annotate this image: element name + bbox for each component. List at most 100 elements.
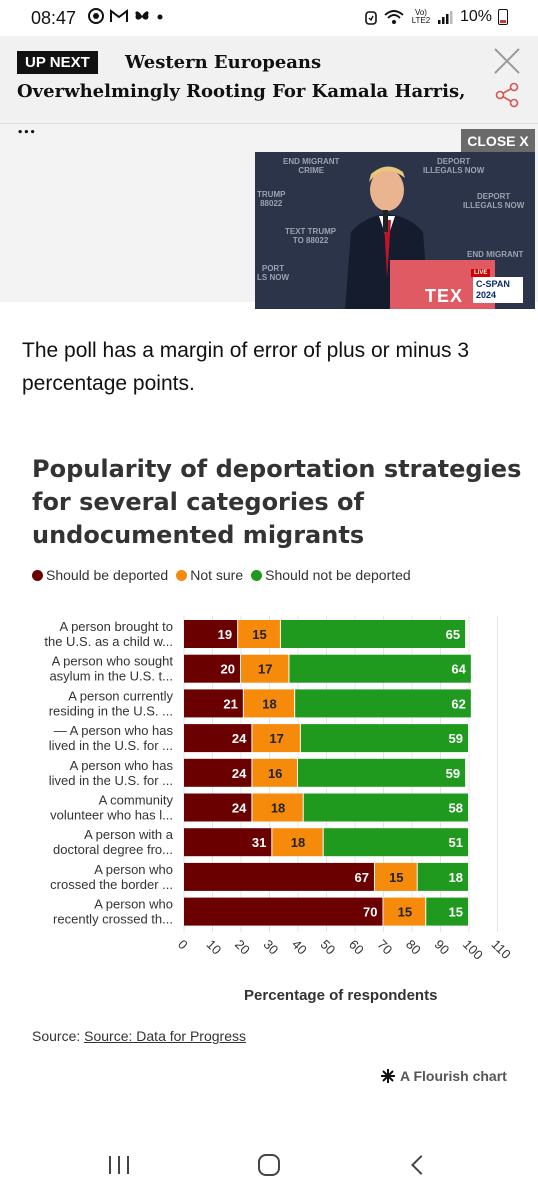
legend-item-deported[interactable]: Should be deported — [32, 567, 168, 583]
recent-apps-icon[interactable] — [109, 1156, 131, 1174]
bar-segment[interactable] — [184, 828, 272, 857]
up-next-title[interactable]: Western Europeans Overwhelmingly Rooting… — [17, 52, 466, 102]
system-icons: Vo) LTE2 10% — [364, 8, 508, 26]
bar-segment[interactable] — [298, 758, 466, 787]
category-label: A person who — [94, 897, 173, 912]
bar-value-label: 24 — [232, 731, 247, 746]
up-next-banner[interactable]: Western Europeans Overwhelmingly Rooting… — [0, 36, 538, 124]
x-tick-label: 40 — [289, 937, 310, 958]
video-backdrop: PORT LS NOW — [257, 264, 289, 282]
x-tick-label: 30 — [261, 937, 282, 958]
bar-segment[interactable] — [184, 689, 243, 718]
legend-label: Not sure — [190, 567, 244, 583]
bar-value-label: 20 — [221, 662, 235, 677]
x-tick-label: 10 — [204, 937, 225, 958]
video-backdrop: DEPORT ILLEGALS NOW — [463, 192, 525, 210]
source-prefix: Source: — [32, 1028, 85, 1044]
bar-value-label: 19 — [218, 627, 232, 642]
bar-segment[interactable] — [289, 654, 471, 683]
bar-segment[interactable] — [303, 793, 468, 822]
bar-value-label: 24 — [232, 766, 247, 781]
bar-value-label: 51 — [449, 835, 463, 850]
network-label: Vo) LTE2 — [411, 8, 431, 25]
bar-segment[interactable] — [252, 793, 303, 822]
bar-value-label: 62 — [451, 696, 465, 711]
navigation-bar — [0, 1136, 538, 1200]
bar-value-label: 17 — [258, 662, 272, 677]
bar-segment[interactable] — [280, 620, 466, 648]
bar-segment[interactable] — [383, 897, 426, 926]
flourish-icon — [381, 1069, 395, 1083]
legend-swatch — [176, 569, 188, 581]
category-label: crossed the border ... — [50, 877, 173, 892]
x-tick-label: 20 — [232, 937, 253, 958]
legend-label: Should be deported — [46, 567, 169, 583]
close-video-button[interactable]: CLOSE X — [461, 129, 535, 153]
live-badge: LIVE — [471, 269, 491, 277]
legend-item-not-sure[interactable]: Not sure — [176, 567, 243, 583]
bar-segment[interactable] — [295, 689, 471, 718]
category-label: A person currently — [68, 688, 173, 703]
clock: 08:47 — [31, 8, 77, 28]
bar-segment[interactable] — [417, 862, 468, 891]
bar-segment[interactable] — [184, 793, 252, 822]
bar-value-label: 24 — [232, 801, 247, 816]
bar-segment[interactable] — [252, 758, 297, 787]
bar-segment[interactable] — [241, 654, 289, 683]
legend-swatch — [32, 569, 43, 581]
bar-segment[interactable] — [184, 758, 252, 787]
article-paragraph: The poll has a margin of error of plus o… — [22, 339, 470, 395]
battery-icon — [498, 9, 508, 25]
bar-segment[interactable] — [323, 828, 468, 857]
bar-value-label: 21 — [223, 696, 237, 711]
bar-segment[interactable] — [184, 897, 383, 926]
back-icon[interactable] — [411, 1155, 431, 1175]
bar-value-label: 15 — [389, 870, 403, 885]
legend-label: Should not be deported — [265, 567, 411, 583]
x-tick-label: 60 — [346, 937, 367, 958]
category-label: asylum in the U.S. t... — [49, 669, 173, 684]
bar-value-label: 67 — [354, 870, 368, 885]
category-label: A person who — [94, 862, 173, 877]
category-label: A person who sought — [52, 654, 174, 669]
bar-segment[interactable] — [252, 724, 300, 753]
gmail-icon — [110, 9, 128, 22]
video-backdrop: DEPORT ILLEGALS NOW — [423, 157, 485, 175]
bar-value-label: 59 — [446, 766, 460, 781]
share-icon[interactable] — [494, 82, 520, 108]
bar-segment[interactable] — [184, 654, 240, 683]
bar-segment[interactable] — [184, 862, 374, 891]
bar-segment[interactable] — [426, 897, 468, 926]
chart-legend: Should be deported Not sure Should not b… — [32, 567, 411, 583]
close-icon[interactable] — [492, 46, 522, 76]
chart-source: Source: Source: Data for Progress — [32, 1028, 246, 1044]
video-backdrop: TEXT TRUMP TO 88022 — [285, 227, 337, 245]
legend-swatch — [251, 569, 263, 581]
category-label: lived in the U.S. for ... — [49, 773, 173, 788]
bar-value-label: 64 — [451, 662, 466, 677]
legend-item-not-deported[interactable]: Should not be deported — [251, 567, 411, 583]
bar-value-label: 65 — [446, 627, 460, 642]
podium-sign: TEX — [425, 286, 464, 306]
bar-value-label: 18 — [449, 870, 463, 885]
bar-segment[interactable] — [300, 724, 468, 753]
x-tick-label: 50 — [318, 937, 339, 958]
category-label: the U.S. as a child w... — [44, 634, 173, 649]
bar-segment[interactable] — [184, 620, 238, 648]
x-tick-label: 80 — [403, 937, 424, 958]
category-label: A community — [99, 793, 174, 808]
bar-segment[interactable] — [238, 620, 280, 648]
video-player[interactable]: END MIGRANT CRIME DEPORT ILLEGALS NOW TRUM… — [255, 152, 535, 309]
x-tick-label: 70 — [375, 937, 396, 958]
home-icon[interactable] — [258, 1154, 280, 1176]
bar-segment[interactable] — [374, 862, 417, 891]
chart-title: Popularity of deportation strategies for… — [32, 455, 522, 549]
bar-segment[interactable] — [243, 689, 295, 718]
chrome-icon — [88, 8, 104, 24]
bar-segment[interactable] — [272, 828, 323, 857]
bar-segment[interactable] — [184, 724, 252, 753]
source-link[interactable]: Source: Data for Progress — [84, 1028, 246, 1044]
up-next-ellipsis: ... — [17, 117, 36, 138]
flourish-credit[interactable]: A Flourish chart — [380, 1068, 507, 1084]
